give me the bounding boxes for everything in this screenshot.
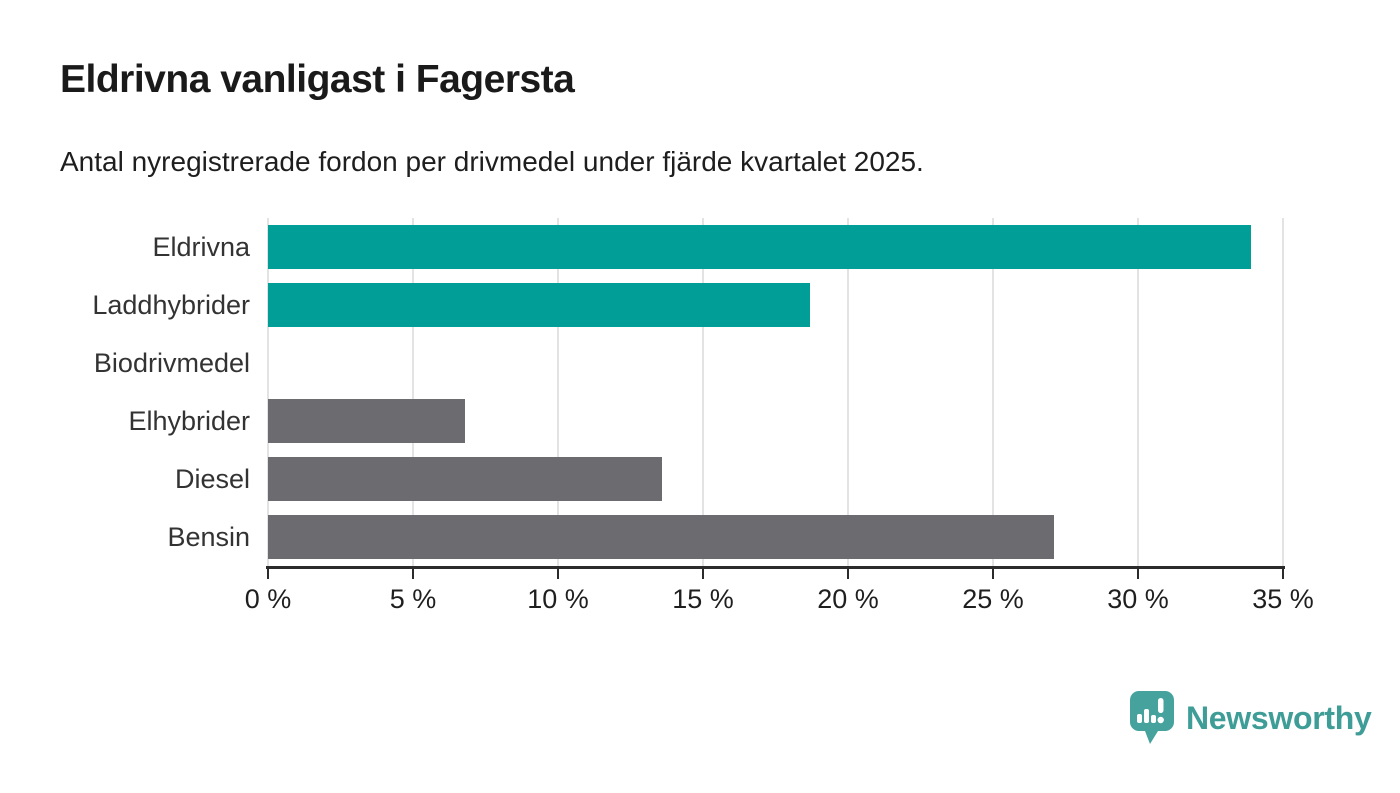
gridline-25 (992, 218, 994, 566)
x-tick-label-25: 25 % (962, 584, 1024, 614)
category-label-biodrivmedel: Biodrivmedel (93, 348, 250, 378)
bar-row-bensin (268, 508, 1283, 566)
x-tick-20 (847, 569, 849, 579)
gridline-0 (267, 218, 269, 566)
x-tick-35 (1282, 569, 1284, 579)
newsworthy-pin-chart-icon (1130, 691, 1174, 744)
bar-row-diesel (268, 450, 1283, 508)
x-tick-label-20: 20 % (817, 584, 879, 614)
bar-bensin (268, 515, 1054, 559)
bar-row-eldrivna (268, 218, 1283, 276)
x-tick-15 (702, 569, 704, 579)
bar-row-laddhybrider (268, 276, 1283, 334)
x-tick-30 (1137, 569, 1139, 579)
gridline-30 (1137, 218, 1139, 566)
bar-elhybrider (268, 399, 466, 443)
category-label-bensin: Bensin (167, 522, 250, 552)
gridline-35 (1282, 218, 1284, 566)
x-tick-label-15: 15 % (672, 584, 734, 614)
bar-diesel (268, 457, 663, 501)
category-label-elhybrider: Elhybrider (128, 406, 250, 436)
newsworthy-logo: Newsworthy (1128, 688, 1372, 748)
bar-laddhybrider (268, 283, 811, 327)
x-tick-label-35: 35 % (1252, 584, 1314, 614)
brand-name: Newsworthy (1186, 699, 1372, 736)
x-tick-label-0: 0 % (244, 584, 292, 614)
gridline-20 (847, 218, 849, 566)
bar-eldrivna (268, 225, 1252, 269)
x-tick-label-5: 5 % (389, 584, 437, 614)
x-tick-5 (412, 569, 414, 579)
bar-row-biodrivmedel (268, 334, 1283, 392)
x-tick-label-10: 10 % (527, 584, 589, 614)
x-tick-0 (267, 569, 269, 579)
category-label-laddhybrider: Laddhybrider (92, 290, 250, 320)
bar-row-elhybrider (268, 392, 1283, 450)
x-tick-label-30: 30 % (1107, 584, 1169, 614)
gridline-10 (557, 218, 559, 566)
x-axis-line (266, 566, 1285, 569)
plot-area (267, 218, 1284, 566)
gridline-15 (702, 218, 704, 566)
chart-subtitle: Antal nyregistrerade fordon per drivmede… (60, 146, 924, 177)
category-label-eldrivna: Eldrivna (152, 232, 250, 262)
chart-title: Eldrivna vanligast i Fagersta (60, 58, 575, 101)
gridline-5 (412, 218, 414, 566)
x-tick-10 (557, 569, 559, 579)
x-tick-25 (992, 569, 994, 579)
category-label-diesel: Diesel (174, 464, 250, 494)
